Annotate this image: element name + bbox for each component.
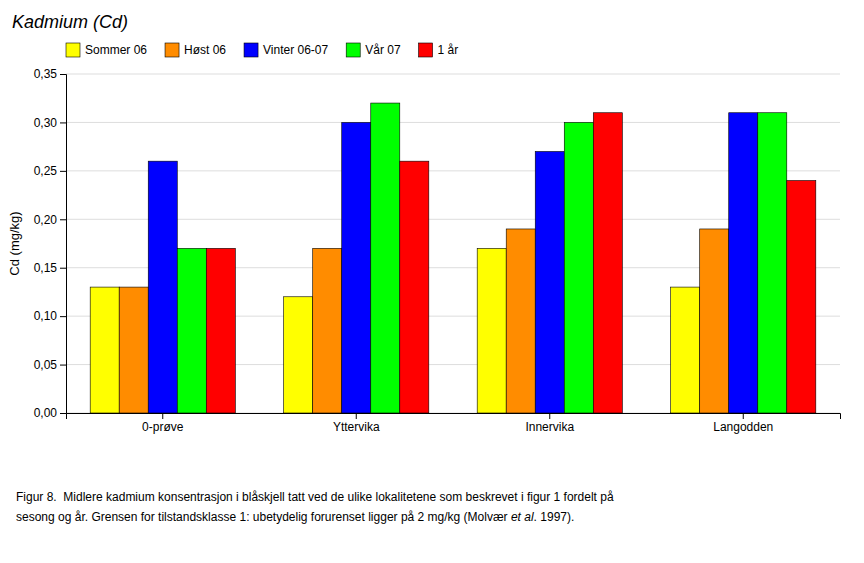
grid-line [66, 122, 840, 123]
tick-mark [60, 268, 66, 269]
tick-label: 0,05 [34, 358, 58, 372]
chart: Kadmium (Cd) 0,00 0,05 0,10 0,15 0,20 0,25 0,30… [0, 0, 864, 563]
caption-line: Figur 8. Midlere kadmium konsentrasjon i… [16, 490, 614, 504]
legend-item: Vinter 06-07 [244, 43, 328, 57]
tick-mark [549, 413, 550, 419]
caption: Figur 8. Midlere kadmium konsentrasjon i… [16, 490, 614, 524]
legend-swatch [244, 43, 258, 57]
bar [506, 229, 535, 413]
tick: Langodden [713, 413, 773, 434]
legend-swatch [66, 43, 80, 57]
tick: 0,05 [34, 358, 66, 372]
grid-line [66, 219, 840, 220]
legend-swatch [346, 43, 360, 57]
bar [593, 113, 622, 413]
bar [564, 122, 593, 413]
axis-line [67, 414, 841, 420]
tick-mark [162, 413, 163, 419]
bar [177, 248, 206, 413]
tick: 0,10 [34, 309, 66, 323]
bar-series [177, 103, 787, 413]
bar [119, 287, 148, 413]
tick: 0,15 [34, 261, 66, 275]
legend-label: Vinter 06-07 [263, 43, 328, 57]
tick: 0,20 [34, 213, 66, 227]
title: Kadmium (Cd) [12, 12, 128, 32]
tick-label: 0,35 [34, 67, 58, 81]
bar [206, 248, 235, 413]
bar [371, 103, 400, 413]
bar-series [148, 113, 758, 413]
x-axis: 0-prøve Yttervika Innervika Langodden [67, 413, 841, 434]
caption-part: et al [511, 510, 534, 524]
bar [90, 287, 119, 413]
tick-mark [60, 219, 66, 220]
tick: 0-prøve [142, 413, 184, 434]
tick-label: 0,20 [34, 213, 58, 227]
caption-part: sesong og år. Grensen for tilstandsklass… [16, 510, 511, 524]
bar [729, 113, 758, 413]
grid-line [66, 170, 840, 171]
bar [700, 229, 729, 413]
tick-mark [743, 413, 744, 419]
bar [313, 248, 342, 413]
y-axis: 0,00 0,05 0,10 0,15 0,20 0,25 0,30 0,35 [34, 67, 67, 420]
tick-label: 0-prøve [142, 420, 184, 434]
tick-mark [60, 316, 66, 317]
grid [66, 74, 840, 413]
legend-swatch [165, 43, 179, 57]
tick-label: Langodden [713, 420, 773, 434]
tick-label: 0,30 [34, 116, 58, 130]
legend-label: Sommer 06 [85, 43, 147, 57]
legend-item: 1 år [419, 43, 459, 57]
legend-label: Høst 06 [184, 43, 226, 57]
axis-line [60, 75, 67, 414]
tick-mark [60, 171, 66, 172]
bars [90, 103, 816, 413]
tick: 0,00 [34, 406, 66, 420]
legend-label: Vår 07 [365, 43, 401, 57]
legend-item: Vår 07 [346, 43, 401, 57]
bar-series [206, 113, 816, 413]
legend-item: Høst 06 [165, 43, 226, 57]
tick-mark [60, 365, 66, 366]
tick-label: 0,25 [34, 164, 58, 178]
bar [671, 287, 700, 413]
caption-line: sesong og år. Grensen for tilstandsklass… [16, 510, 574, 524]
tick-mark [60, 74, 66, 75]
tick: 0,25 [34, 164, 66, 178]
tick-mark [60, 413, 66, 414]
tick-label: Yttervika [333, 420, 380, 434]
legend-item: Sommer 06 [66, 43, 147, 57]
tick: Yttervika [333, 413, 380, 434]
bar [342, 122, 371, 413]
tick: 0,30 [34, 116, 66, 130]
bar [787, 181, 816, 413]
legend: Sommer 06 Høst 06 Vinter 06-07 Vår 07 1 år [66, 43, 458, 57]
grid-line [66, 74, 840, 75]
plot: 0,00 0,05 0,10 0,15 0,20 0,25 0,30 0,35 0-prøve Y… [34, 67, 841, 433]
tick-label: 0,15 [34, 261, 58, 275]
tick-label: 0,00 [34, 406, 58, 420]
bar [758, 113, 787, 413]
tick-label: Innervika [525, 420, 574, 434]
bar [400, 161, 429, 413]
y-axis-title: Cd (mg/kg) [7, 211, 22, 275]
tick: Innervika [525, 413, 574, 434]
bar [148, 161, 177, 413]
bar [477, 248, 506, 413]
legend-label: 1 år [438, 43, 459, 57]
tick-label: 0,10 [34, 309, 58, 323]
tick-mark [60, 122, 66, 123]
bar [284, 297, 313, 413]
legend-swatch [419, 43, 433, 57]
caption-part: . 1997). [534, 510, 575, 524]
tick-mark [356, 413, 357, 419]
tick: 0,35 [34, 67, 66, 81]
bar [535, 151, 564, 413]
